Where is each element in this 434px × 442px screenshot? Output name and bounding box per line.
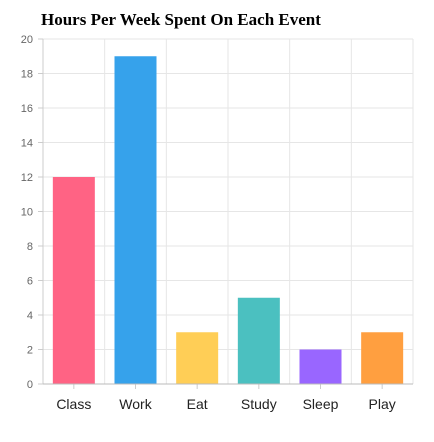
y-tick-label: 4 (27, 310, 33, 322)
chart-title: Hours Per Week Spent On Each Event (41, 10, 321, 29)
y-tick-label: 14 (21, 138, 33, 150)
axes (38, 38, 413, 389)
x-axis-ticks: Class Work Eat Study Sleep Play (56, 396, 395, 412)
y-tick-label: 8 (27, 241, 33, 253)
y-tick-label: 6 (27, 276, 33, 288)
y-tick-label: 18 (21, 69, 33, 81)
x-tick-label: Sleep (303, 396, 339, 412)
x-tick-label: Play (369, 396, 396, 412)
bar-study (237, 297, 280, 384)
y-tick-label: 20 (21, 34, 33, 46)
x-tick-label: Class (56, 396, 91, 412)
x-tick-label: Work (119, 396, 152, 412)
bar-class (52, 177, 95, 384)
y-tick-label: 10 (21, 207, 33, 219)
y-tick-label: 16 (21, 103, 33, 115)
x-tick-label: Study (241, 396, 277, 412)
bar-play (361, 332, 404, 384)
bars (52, 56, 404, 384)
bar-eat (176, 332, 219, 384)
x-tick-label: Eat (187, 396, 208, 412)
y-tick-label: 12 (21, 172, 33, 184)
y-tick-label: 2 (27, 345, 33, 357)
bar-sleep (299, 349, 342, 384)
gridlines (43, 38, 414, 384)
y-axis-ticks: 0 2 4 6 8 10 12 14 16 18 20 (21, 34, 33, 391)
y-tick-label: 0 (27, 379, 33, 391)
bar-work (114, 56, 157, 384)
